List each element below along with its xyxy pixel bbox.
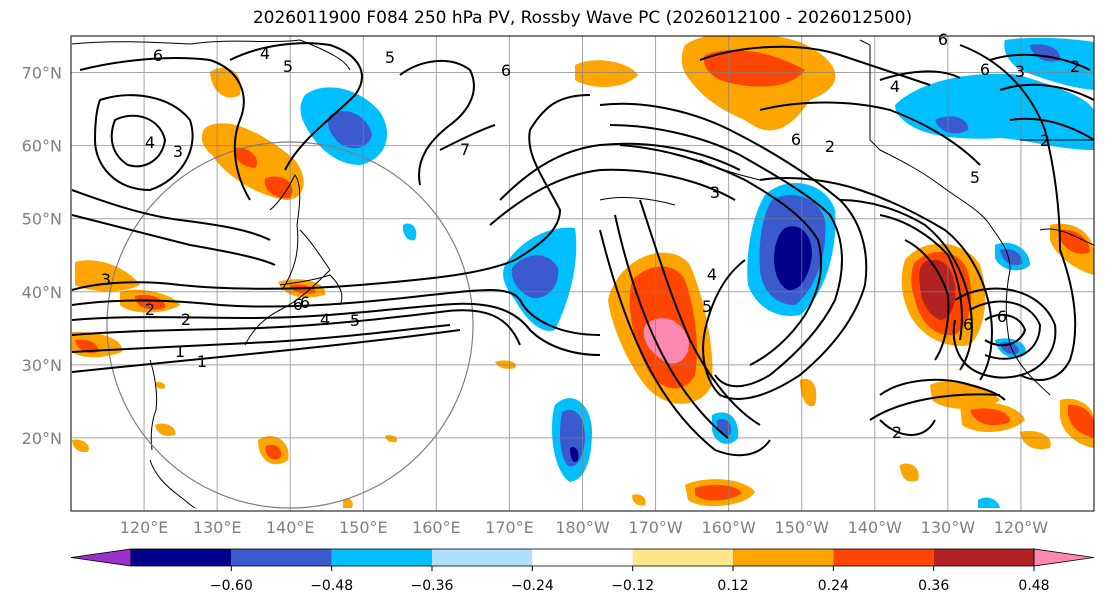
contour-label: 3	[1015, 62, 1025, 81]
contour-label: 1	[197, 352, 207, 371]
colorbar-tick-label: −0.48	[310, 578, 353, 594]
latitude-label: 60°N	[22, 137, 62, 156]
contour-label: 4	[707, 265, 717, 284]
reference-circle	[106, 141, 474, 509]
contour-label: 7	[460, 140, 470, 159]
longitude-label: 130°E	[193, 518, 242, 537]
contour-label: 1	[175, 342, 185, 361]
longitude-label: 150°W	[775, 518, 830, 537]
contour-label: 4	[890, 77, 900, 96]
map-title: 2026011900 F084 250 hPa PV, Rossby Wave …	[252, 8, 913, 28]
colorbar-min-extension	[70, 548, 132, 567]
contour-label: 6	[153, 46, 163, 65]
contour-label: 5	[283, 57, 293, 76]
colorbar-tick-label: −0.60	[210, 578, 253, 594]
latitude-label: 70°N	[22, 64, 62, 83]
longitude-label: 130°W	[921, 518, 976, 537]
longitude-label: 160°W	[701, 518, 756, 537]
longitude-label: 140°W	[848, 518, 903, 537]
colorbar-segment	[933, 549, 1034, 566]
latitude-label: 20°N	[22, 429, 62, 448]
contour-label: 5	[970, 168, 980, 187]
contour-label: 3	[101, 270, 111, 289]
contour-label: 6	[938, 30, 948, 49]
colorbar-tick-label: 0.36	[918, 578, 949, 594]
contour-label: 5	[350, 311, 360, 330]
longitude-label: 170°E	[485, 518, 534, 537]
contour-label: 5	[702, 297, 712, 316]
colorbar-tick-label: 0.48	[1018, 578, 1049, 594]
longitude-label: 160°E	[412, 518, 461, 537]
contour-label: 2	[825, 137, 835, 156]
colorbar: −0.60 −0.48 −0.36 −0.24 −0.12 0.12 0.24 0.36 0.4…	[70, 548, 1095, 594]
contour-label: 4	[260, 44, 270, 63]
pv-anomaly-fill	[72, 36, 1094, 508]
contour-label: 4	[145, 133, 155, 152]
latitude-label: 30°N	[22, 356, 62, 375]
colorbar-tick-label: −0.12	[611, 578, 654, 594]
longitude-label: 150°E	[339, 518, 388, 537]
contour-label: 2	[1070, 57, 1080, 76]
contour-label: 6	[963, 315, 973, 334]
contour-label: 2	[1040, 131, 1050, 150]
longitude-label: 170°W	[628, 518, 683, 537]
contour-label: 4	[320, 310, 330, 329]
longitude-labels: 120°E 130°E 140°E 150°E 160°E 170°E 180°W 170°W…	[120, 518, 1049, 537]
colorbar-max-extension	[1033, 548, 1095, 567]
colorbar-tick-label: −0.24	[511, 578, 554, 594]
latitude-label: 50°N	[22, 210, 62, 229]
contour-label: 6	[980, 60, 990, 79]
contour-label: 2	[181, 310, 191, 329]
map-frame	[70, 35, 1095, 512]
contour-label: 5	[385, 48, 395, 67]
colorbar-segment	[733, 549, 834, 566]
longitude-label: 140°E	[266, 518, 315, 537]
contour-label: 2	[892, 423, 902, 442]
pv-contours	[71, 42, 1094, 457]
colorbar-segment	[231, 549, 332, 566]
colorbar-segment	[131, 549, 232, 566]
latitude-labels: 20°N 30°N 40°N 50°N 60°N 70°N	[22, 64, 62, 448]
colorbar-segment	[331, 549, 432, 566]
contour-label: 6	[791, 130, 801, 149]
longitude-label: 120°W	[994, 518, 1049, 537]
longitude-label: 120°E	[120, 518, 169, 537]
lat-lon-grid	[71, 36, 1094, 511]
latitude-label: 40°N	[22, 283, 62, 302]
colorbar-segment	[833, 549, 934, 566]
positive-anomalies	[72, 36, 1094, 508]
contour-label: 2	[145, 300, 155, 319]
colorbar-segment	[632, 549, 733, 566]
colorbar-outline	[130, 548, 1035, 567]
contour-label: 6	[300, 293, 310, 312]
contour-label: 6	[997, 307, 1007, 326]
contour-label: 6	[501, 61, 511, 80]
colorbar-segment	[432, 549, 533, 566]
longitude-label: 180°W	[555, 518, 610, 537]
contour-label: 6	[293, 295, 303, 314]
colorbar-tick-label: −0.36	[411, 578, 454, 594]
colorbar-tick-label: 0.12	[717, 578, 748, 594]
colorbar-tick-label: 0.24	[818, 578, 849, 594]
colorbar-segment	[532, 549, 633, 566]
contour-label: 3	[710, 183, 720, 202]
contour-label: 3	[173, 142, 183, 161]
